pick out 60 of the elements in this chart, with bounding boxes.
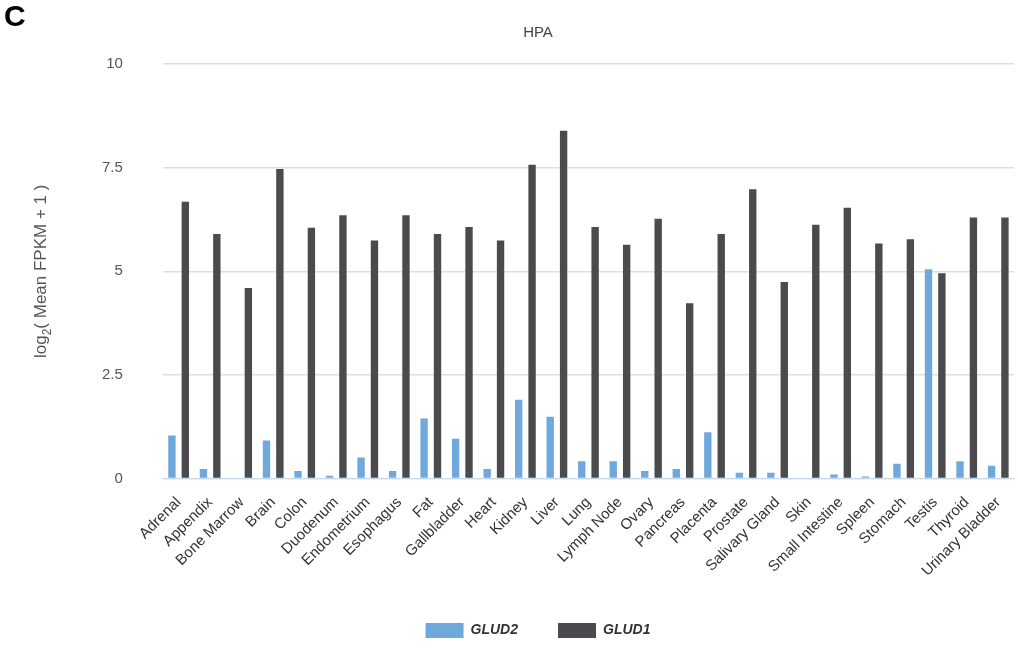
bar: [515, 399, 523, 478]
bar: [717, 233, 725, 478]
bar: [578, 461, 586, 478]
bar: [168, 435, 176, 478]
bar: [244, 287, 253, 478]
bar: [307, 227, 316, 478]
bar: [528, 164, 536, 478]
bar: [704, 432, 712, 478]
bar: [1001, 217, 1009, 478]
bar: [893, 463, 901, 478]
bar: [969, 217, 978, 478]
legend-label: GLUD2: [470, 621, 519, 638]
bar: [987, 465, 996, 478]
y-tick-label: 7.5: [101, 157, 123, 175]
y-axis-title: log2( Mean FPKM + 1 ): [31, 184, 54, 359]
bar: [875, 243, 883, 478]
text: C: [4, 0, 26, 33]
bar: [559, 130, 568, 478]
bar: [830, 474, 838, 478]
bar: [294, 471, 302, 478]
bar: [496, 240, 505, 478]
bar: [546, 416, 554, 478]
bar: [843, 207, 851, 478]
bar: [199, 469, 208, 478]
bar: [812, 224, 820, 478]
bar: [262, 440, 271, 478]
bar: [357, 457, 365, 478]
bar: [276, 168, 284, 478]
bar: [388, 471, 397, 478]
bar: [339, 215, 347, 478]
bar: [735, 472, 744, 478]
bar: [686, 303, 694, 478]
bar: [780, 282, 788, 478]
bar: [622, 244, 631, 478]
bar: [451, 438, 460, 478]
bar: [609, 461, 617, 478]
bar: [433, 233, 442, 478]
y-tick-label: 0: [114, 468, 123, 486]
bar: [483, 469, 491, 478]
bar: [213, 233, 221, 478]
bar: [641, 471, 649, 478]
bar: [420, 418, 428, 478]
legend-label: GLUD1: [603, 621, 651, 638]
y-tick-label: 10: [106, 54, 123, 72]
bar: [591, 226, 599, 478]
y-tick-label: 2.5: [101, 365, 123, 383]
bar: [181, 201, 189, 478]
bar: [924, 269, 933, 478]
bar: [672, 469, 680, 478]
bar: [938, 273, 946, 478]
chart-title: HPA: [523, 23, 553, 41]
bar: [370, 240, 379, 478]
bar: [767, 472, 775, 478]
bar: [906, 239, 915, 478]
bar: [402, 215, 410, 478]
y-tick-label: 5: [114, 261, 123, 279]
bar: [465, 226, 473, 478]
bar: [956, 461, 964, 478]
bar: [749, 189, 757, 478]
bar: [654, 218, 662, 478]
